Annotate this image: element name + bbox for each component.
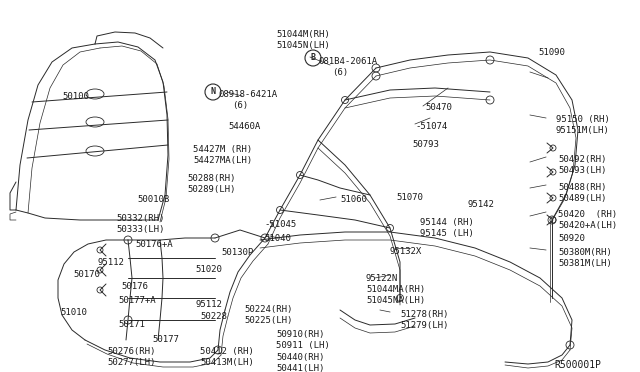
Text: 50228: 50228 (200, 312, 227, 321)
Text: 50470: 50470 (425, 103, 452, 112)
Text: 50225(LH): 50225(LH) (244, 316, 292, 325)
Text: 50380M(RH): 50380M(RH) (558, 248, 612, 257)
Text: 50910(RH): 50910(RH) (276, 330, 324, 339)
Text: 51040: 51040 (264, 234, 291, 243)
Text: 54460A: 54460A (228, 122, 260, 131)
Text: 95142: 95142 (468, 200, 495, 209)
Text: 51060: 51060 (340, 195, 367, 204)
Text: (6): (6) (232, 101, 248, 110)
Text: 51010: 51010 (60, 308, 87, 317)
Text: 50177: 50177 (152, 335, 179, 344)
Text: 50440(RH): 50440(RH) (276, 353, 324, 362)
Text: 51020: 51020 (195, 265, 222, 274)
Text: 50493(LH): 50493(LH) (558, 166, 606, 175)
Text: 54427MA(LH): 54427MA(LH) (193, 156, 252, 165)
Text: 54427M (RH): 54427M (RH) (193, 145, 252, 154)
Text: 50420  (RH): 50420 (RH) (558, 210, 617, 219)
Text: 50332(RH): 50332(RH) (116, 214, 164, 223)
Text: 95144 (RH): 95144 (RH) (420, 218, 474, 227)
Text: 50171: 50171 (118, 320, 145, 329)
Text: 50276(RH): 50276(RH) (107, 347, 156, 356)
Text: 51279(LH): 51279(LH) (400, 321, 449, 330)
Text: -51074: -51074 (415, 122, 447, 131)
Text: 50488(RH): 50488(RH) (558, 183, 606, 192)
Text: 51044MA(RH): 51044MA(RH) (366, 285, 425, 294)
Text: (6): (6) (332, 68, 348, 77)
Text: 95122N: 95122N (366, 274, 398, 283)
Text: 50920: 50920 (558, 234, 585, 243)
Text: 50170: 50170 (73, 270, 100, 279)
Text: N: N (211, 87, 216, 96)
Text: 50010B: 50010B (137, 195, 169, 204)
Text: 50130P: 50130P (221, 248, 253, 257)
Text: 51045NA(LH): 51045NA(LH) (366, 296, 425, 305)
Text: 95150 (RH): 95150 (RH) (556, 115, 610, 124)
Text: 51278(RH): 51278(RH) (400, 310, 449, 319)
Text: 50333(LH): 50333(LH) (116, 225, 164, 234)
Text: 51044M(RH): 51044M(RH) (276, 30, 330, 39)
Text: 50277(LH): 50277(LH) (107, 358, 156, 367)
Text: 95145 (LH): 95145 (LH) (420, 229, 474, 238)
Text: 51070: 51070 (396, 193, 423, 202)
Text: 50176: 50176 (121, 282, 148, 291)
Text: 50489(LH): 50489(LH) (558, 194, 606, 203)
Text: B: B (310, 54, 316, 62)
Text: 50100: 50100 (62, 92, 89, 101)
Text: 50793: 50793 (412, 140, 439, 149)
Text: -51045: -51045 (264, 220, 296, 229)
Text: 081B4-2061A: 081B4-2061A (318, 57, 377, 66)
Text: 50492(RH): 50492(RH) (558, 155, 606, 164)
Text: R500001P: R500001P (554, 360, 601, 370)
Text: 50289(LH): 50289(LH) (187, 185, 236, 194)
Text: 51045N(LH): 51045N(LH) (276, 41, 330, 50)
Text: 50413M(LH): 50413M(LH) (200, 358, 253, 367)
Text: 50288(RH): 50288(RH) (187, 174, 236, 183)
Text: 95132X: 95132X (390, 247, 422, 256)
Text: 95112: 95112 (97, 258, 124, 267)
Text: 50911 (LH): 50911 (LH) (276, 341, 330, 350)
Text: 50177+A: 50177+A (118, 296, 156, 305)
Text: 08918-6421A: 08918-6421A (218, 90, 277, 99)
Text: 50176+A: 50176+A (135, 240, 173, 249)
Text: 95112: 95112 (195, 300, 222, 309)
Text: 50381M(LH): 50381M(LH) (558, 259, 612, 268)
Text: 50224(RH): 50224(RH) (244, 305, 292, 314)
Text: 50420+A(LH): 50420+A(LH) (558, 221, 617, 230)
Text: 50412 (RH): 50412 (RH) (200, 347, 253, 356)
Text: 95151M(LH): 95151M(LH) (556, 126, 610, 135)
Text: 50441(LH): 50441(LH) (276, 364, 324, 372)
Text: 51090: 51090 (538, 48, 565, 57)
